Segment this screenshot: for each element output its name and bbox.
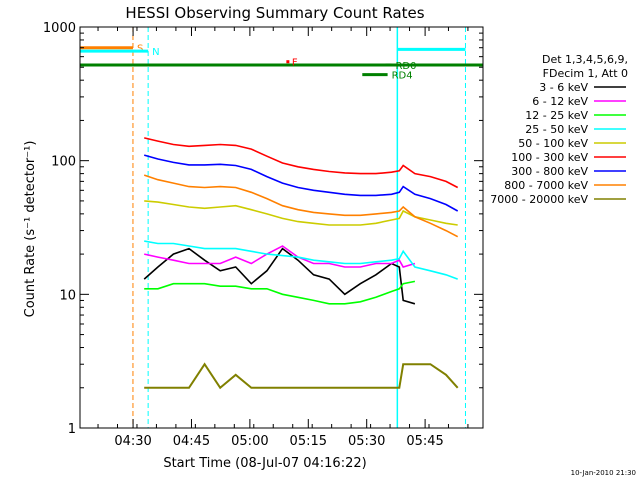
series-line-2 (144, 245, 416, 268)
series-line-1 (143, 247, 416, 305)
flag-label-rd4: RD4 (392, 71, 413, 82)
flag-label-rd0: RD0 (395, 61, 416, 72)
plot-frame (79, 26, 484, 429)
x-axis-label: Start Time (08-Jul-07 04:16:22) (163, 456, 366, 471)
flag-mark-7 (286, 60, 290, 64)
y-tick-label: 1 (68, 422, 76, 437)
legend-label-3: 12 - 25 keV (525, 109, 588, 122)
flag-label-n: N (152, 47, 159, 58)
legend-label-7: 300 - 800 keV (511, 165, 588, 178)
legend-label-1: 3 - 6 keV (539, 81, 588, 94)
legend-label-2: 6 - 12 keV (532, 95, 588, 108)
legend-header-line-2: FDecim 1, Att 0 (543, 67, 628, 80)
x-tick-label: 05:45 (406, 434, 443, 449)
footer-timestamp: 10-Jan-2010 21:30 (571, 469, 636, 477)
legend-label-9: 7000 - 20000 keV (490, 193, 588, 206)
axes: 1 10 100 1000 04:30 04:45 05:00 05:15 05:30 05:45 (43, 21, 484, 449)
y-tick-label: 1000 (43, 21, 76, 36)
legend-label-5: 50 - 100 keV (518, 137, 588, 150)
series-line-9 (144, 362, 459, 390)
series-line-4 (144, 240, 458, 280)
legend-label-8: 800 - 7000 keV (504, 179, 588, 192)
y-tick-label: 100 (51, 155, 76, 170)
legend-label-4: 25 - 50 keV (525, 123, 588, 136)
x-tick-label: 05:15 (290, 434, 327, 449)
series-line-3 (144, 280, 416, 305)
y-axis-label: Count Rate (s⁻¹ detector⁻¹) (23, 141, 38, 318)
x-tick-label: 04:45 (173, 434, 210, 449)
y-tick-label: 10 (59, 288, 76, 303)
flag-label-f: F (292, 58, 298, 69)
legend-header-line-1: Det 1,3,4,5,6,9, (542, 53, 628, 66)
legend-label-6: 100 - 300 keV (511, 151, 588, 164)
flag-label-s: S (137, 44, 143, 55)
series-line-5 (144, 200, 458, 226)
chart-title: HESSI Observing Summary Count Rates (125, 4, 424, 22)
series-line-7 (143, 154, 459, 212)
series-line-8 (143, 174, 459, 238)
series-line-6 (144, 137, 459, 189)
x-tick-label: 04:30 (114, 434, 151, 449)
x-tick-label: 05:30 (348, 434, 385, 449)
x-tick-label: 05:00 (231, 434, 268, 449)
